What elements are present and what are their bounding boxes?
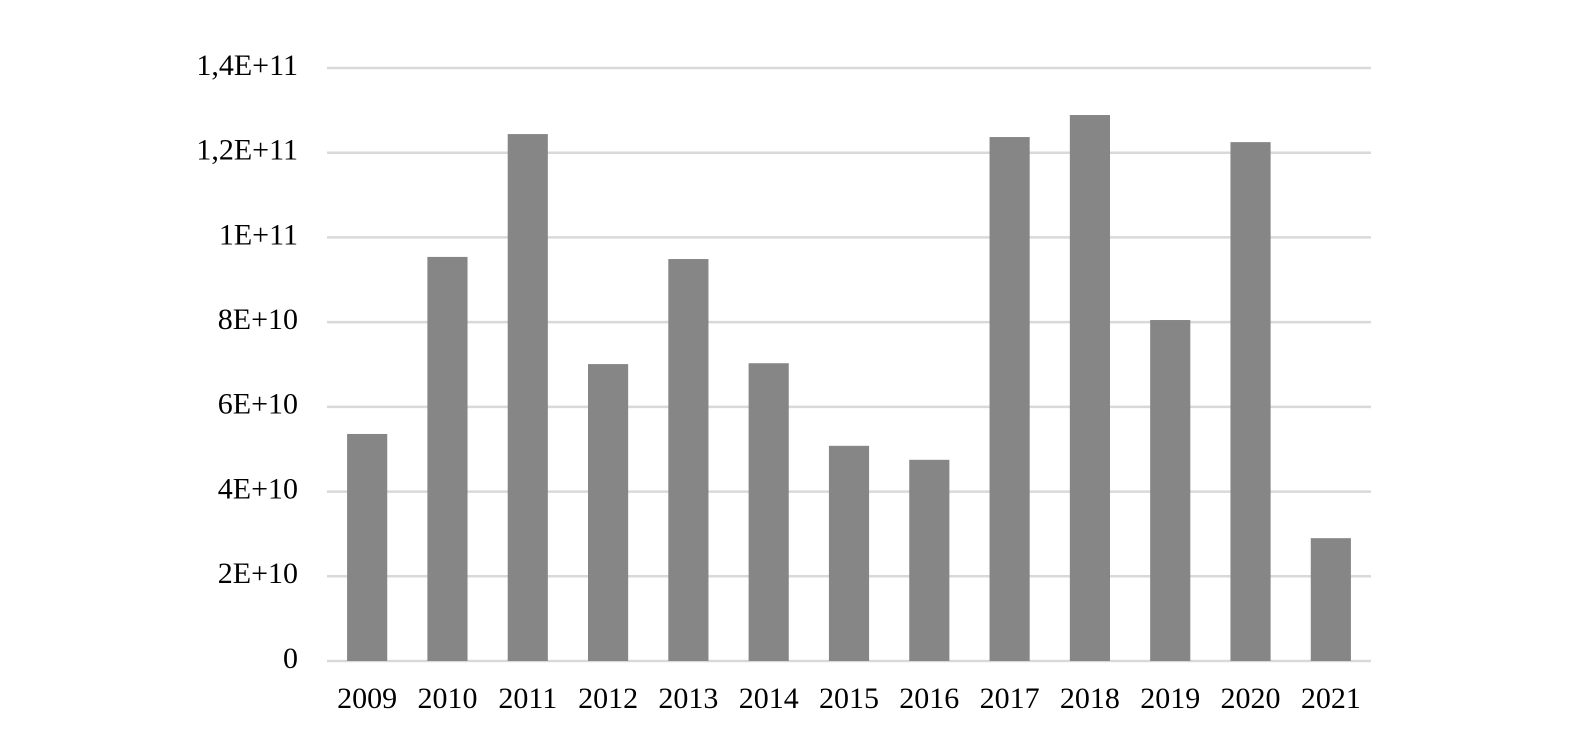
bar [748, 363, 789, 661]
x-tick-label: 2011 [498, 682, 557, 715]
bar [347, 433, 388, 661]
bar [828, 445, 870, 661]
bar [1230, 142, 1271, 661]
bar [1310, 538, 1351, 661]
y-tick-label: 2E+10 [218, 557, 298, 590]
x-tick-label: 2021 [1301, 682, 1361, 715]
bar [427, 256, 468, 661]
y-tick-label: 1,4E+11 [196, 49, 298, 82]
bar [1150, 320, 1191, 661]
x-tick-label: 2017 [980, 682, 1040, 715]
y-tick-label: 1E+11 [219, 218, 298, 251]
bar [989, 137, 1030, 662]
x-tick-label: 2012 [578, 682, 638, 715]
y-tick-label: 8E+10 [218, 303, 298, 336]
x-tick-label: 2010 [417, 682, 477, 715]
bar [668, 259, 709, 661]
x-tick-label: 2013 [658, 682, 718, 715]
x-tick-label: 2016 [899, 682, 959, 715]
y-tick-label: 0 [283, 642, 298, 675]
y-tick-label: 6E+10 [218, 388, 298, 421]
bar [909, 459, 950, 661]
x-tick-label: 2019 [1140, 682, 1200, 715]
x-tick-label: 2015 [819, 682, 879, 715]
bar [588, 364, 629, 661]
y-tick-label: 1,2E+11 [196, 134, 298, 167]
y-tick-label: 4E+10 [218, 472, 298, 505]
x-tick-label: 2009 [337, 682, 397, 715]
x-tick-label: 2014 [739, 682, 799, 715]
bar [507, 134, 548, 661]
x-tick-label: 2020 [1221, 682, 1281, 715]
x-tick-label: 2018 [1060, 682, 1120, 715]
bar [1069, 115, 1110, 662]
